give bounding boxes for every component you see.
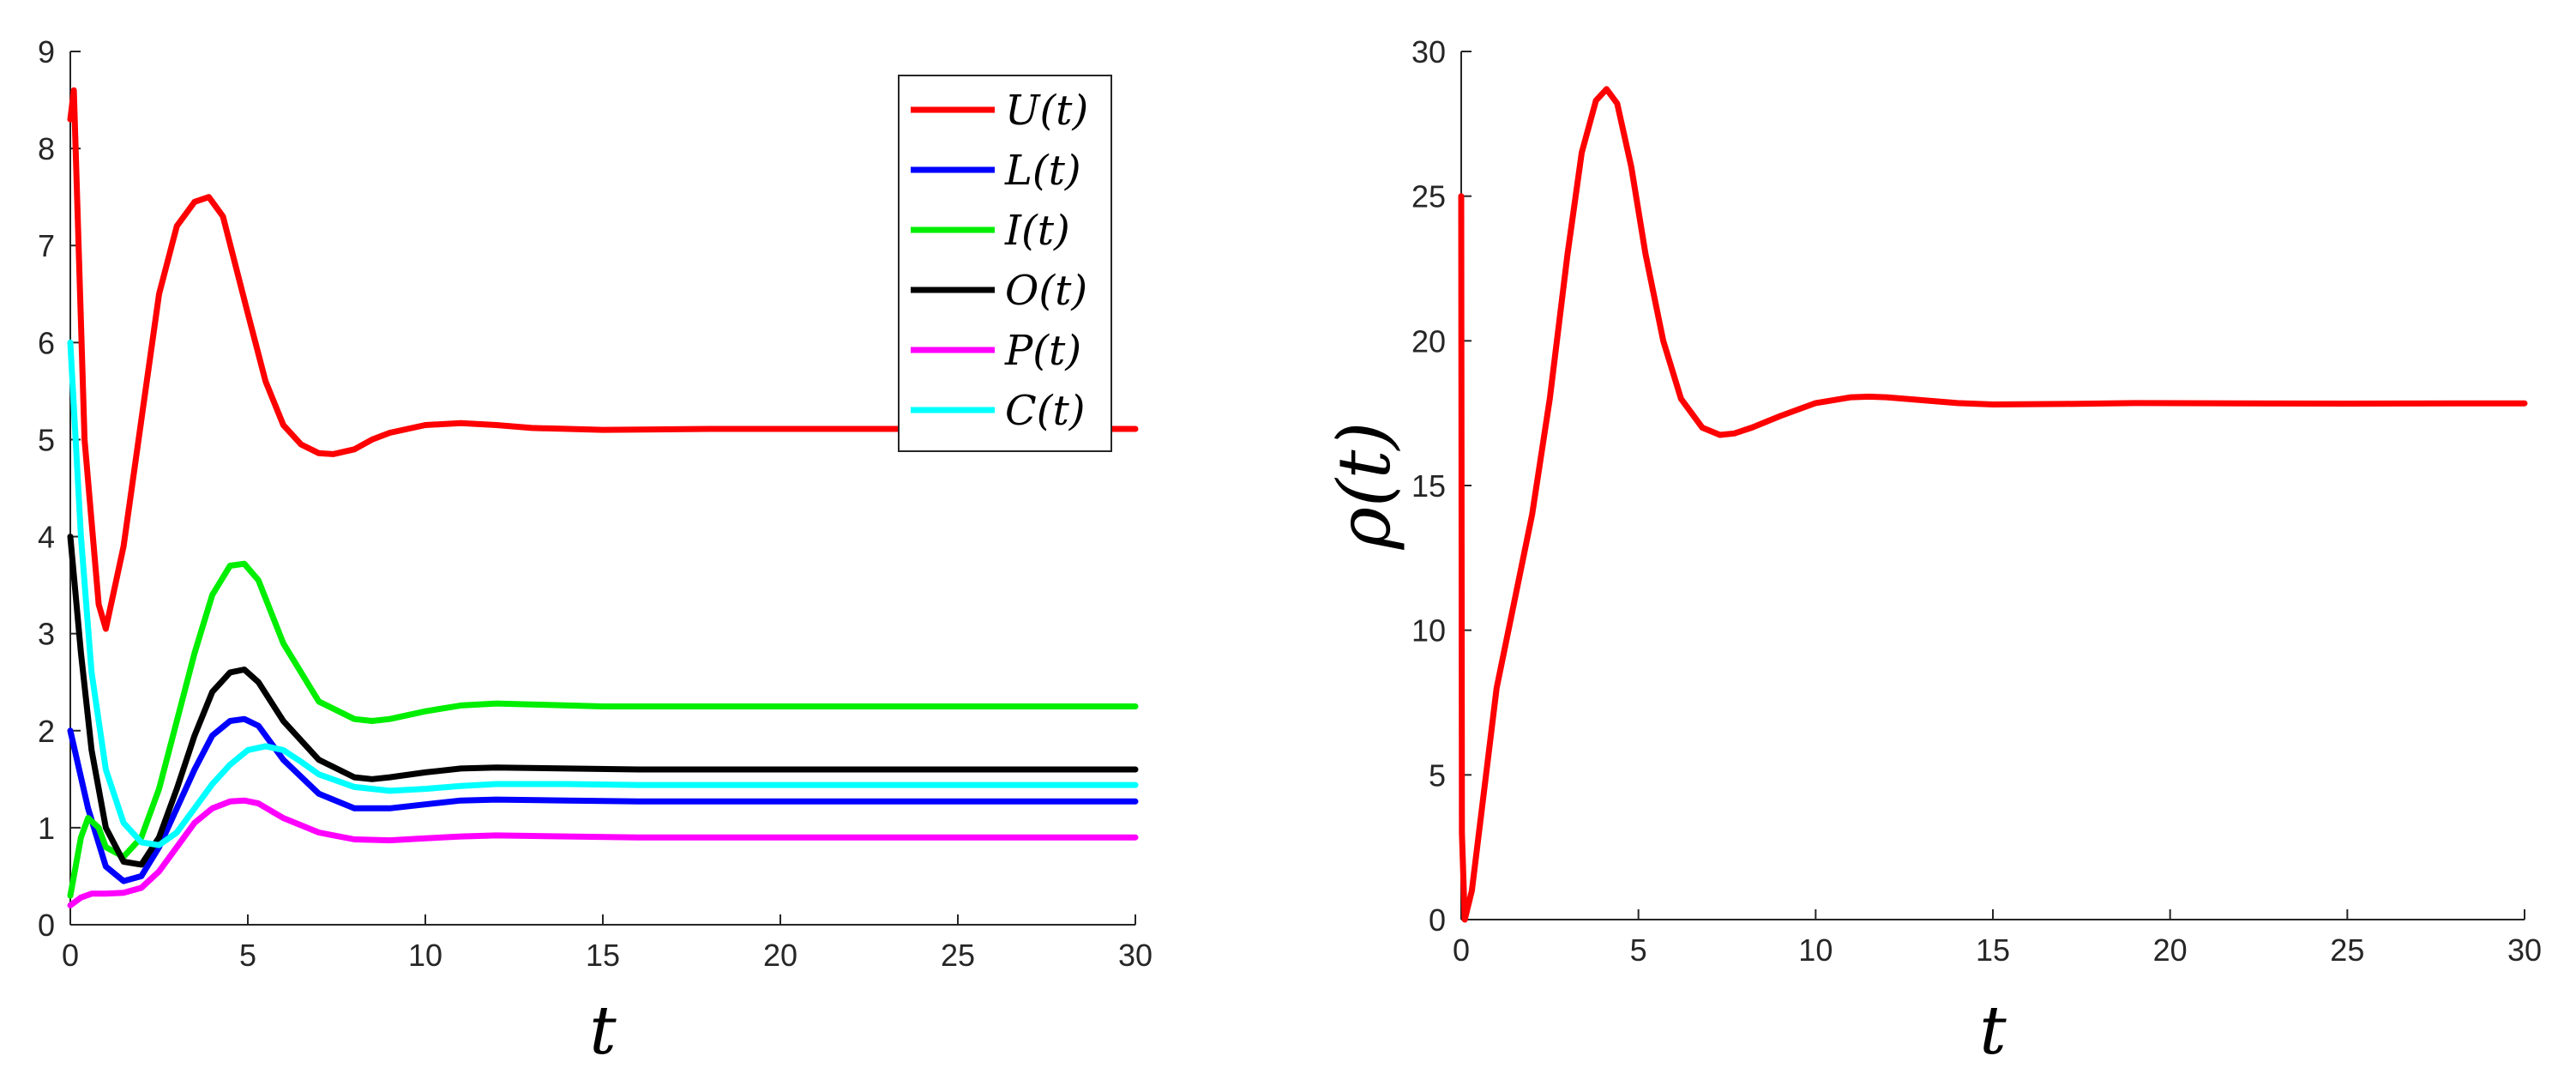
y-tick-label: 10 [1411,613,1446,649]
series-line-rho [1458,86,2528,923]
legend-label: U(t) [1005,87,1088,135]
y-tick-label: 5 [1429,757,1446,793]
y-tick-label: 7 [38,228,55,263]
legend-label: C(t) [1005,387,1085,435]
x-tick-label: 20 [763,938,797,973]
x-tick-label: 30 [1118,938,1153,973]
y-tick-label: 8 [38,131,55,166]
x-tick-label: 25 [2330,932,2364,968]
y-tick-label: 2 [38,714,55,749]
y-tick-label: 3 [38,617,55,652]
x-tick-label: 15 [586,938,620,973]
legend-box [898,75,1112,452]
y-tick-label: 1 [38,811,55,846]
left-line-chart: 0 5 10 15 20 25 30 0 1 2 3 4 5 6 7 8 9 t U(t) L(t) I(t) O(t) P… [38,34,1153,1070]
legend-label: P(t) [1004,327,1081,375]
x-tick-label: 10 [1798,932,1833,968]
x-tick-label: 30 [2507,932,2542,968]
series-line-c [67,339,1139,848]
y-tick-label: 20 [1411,323,1446,359]
x-tick-label: 10 [408,938,442,973]
y-tick-label: 15 [1411,468,1446,504]
x-tick-label: 0 [1453,932,1470,968]
series-line-o [67,534,1139,868]
legend: U(t) L(t) I(t) O(t) P(t) C(t) [898,75,1112,452]
series-line-i [67,560,1139,899]
x-tick-label: 15 [1976,932,2010,968]
y-tick-label: 9 [38,34,55,69]
x-axis-label: t [589,992,617,1070]
y-tick-label: 25 [1411,179,1446,214]
series-line-p [67,797,1139,908]
legend-label: L(t) [1004,147,1081,195]
y-tick-label: 6 [38,325,55,360]
series-line-u [67,87,1139,632]
y-tick-label: 4 [38,520,55,555]
y-axis-label: ρ(t) [1322,422,1406,551]
series-line-l [67,715,1139,884]
x-axis-label: t [1979,992,2007,1070]
right-line-chart: 0 5 10 15 20 25 30 0 5 10 15 20 25 30 t ρ(t) [1322,34,2542,1070]
x-tick-label: 0 [62,938,79,973]
x-tick-label: 5 [239,938,256,973]
y-tick-label: 30 [1411,34,1446,69]
x-tick-label: 5 [1630,932,1647,968]
legend-label: I(t) [1004,207,1070,255]
y-tick-label: 5 [38,422,55,457]
legend-label: O(t) [1005,267,1087,315]
y-tick-label: 0 [38,908,55,943]
y-tick-label: 0 [1429,902,1446,938]
x-tick-label: 25 [941,938,975,973]
x-tick-label: 20 [2153,932,2188,968]
